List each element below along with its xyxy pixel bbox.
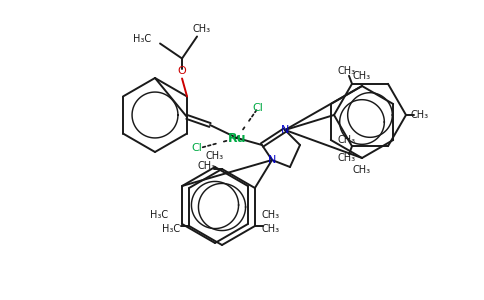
Text: CH₃: CH₃ [262,224,280,234]
Text: CH₃: CH₃ [262,210,280,220]
Text: CH₃: CH₃ [353,165,371,175]
Text: Cl: Cl [192,143,202,153]
Text: CH₃: CH₃ [338,135,356,145]
Text: CH₃: CH₃ [338,66,356,76]
Text: CH₃: CH₃ [198,161,216,171]
Text: H₃C: H₃C [133,34,151,44]
Text: H₃C: H₃C [150,210,168,220]
Text: O: O [178,67,186,76]
Text: CH₃: CH₃ [193,23,211,34]
Text: H₃C: H₃C [162,224,180,234]
Text: N: N [281,125,289,135]
Text: N: N [268,155,276,165]
Text: Cl: Cl [253,103,263,113]
Text: CH₃: CH₃ [338,153,356,163]
Text: Ru: Ru [228,131,246,145]
Text: CH₃: CH₃ [411,110,429,120]
Text: CH₃: CH₃ [206,151,224,161]
Text: CH₃: CH₃ [353,71,371,81]
